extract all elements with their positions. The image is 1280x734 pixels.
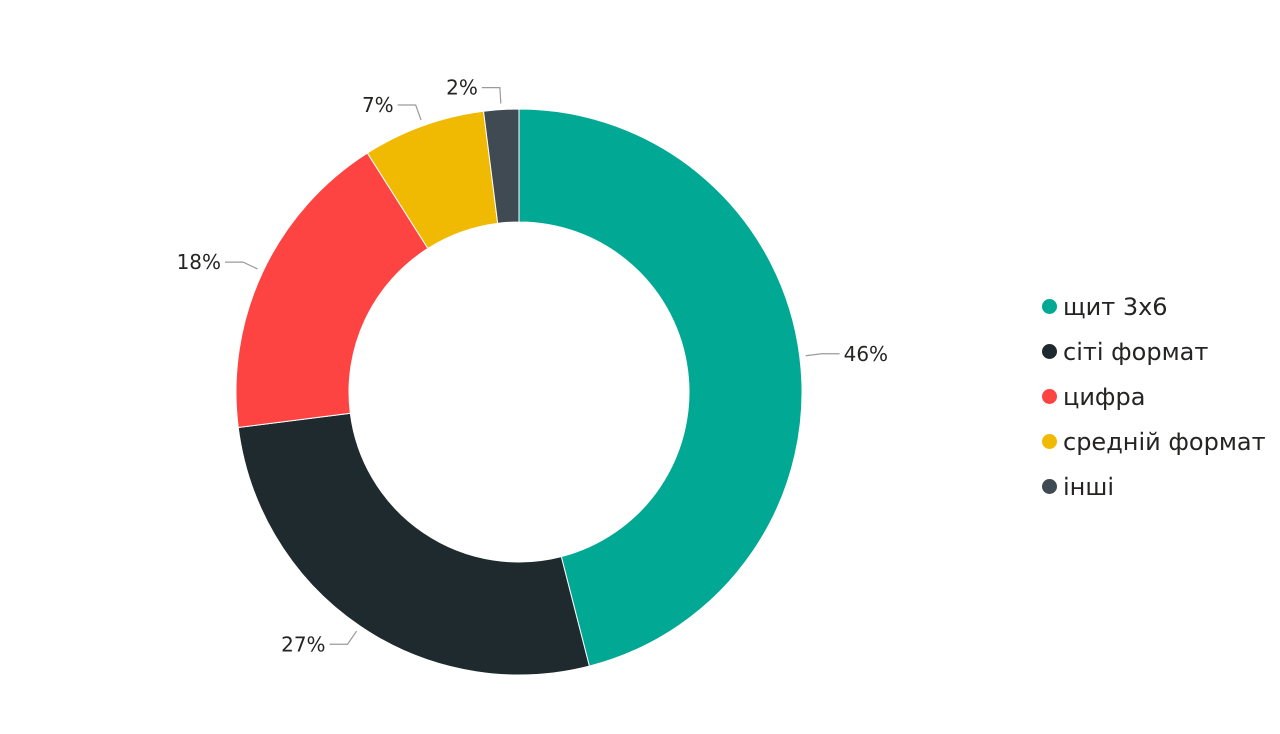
percent-label-цифра: 18% [177, 250, 221, 274]
legend-item-inshi[interactable]: інші [1042, 464, 1266, 509]
slice-інші[interactable] [482, 108, 520, 224]
slice-цифра[interactable] [235, 152, 429, 429]
legend-label-serednii-format: средній формат [1063, 427, 1266, 456]
percent-label-інші: 2% [446, 76, 478, 100]
legend-item-shchyt-3x6[interactable]: щит 3х6 [1042, 284, 1266, 329]
legend-label-shchyt-3x6: щит 3х6 [1063, 292, 1168, 321]
leader-line-средній-формат [397, 104, 422, 121]
leader-line-цифра [225, 261, 258, 270]
slice-сіті-формат[interactable] [237, 412, 590, 676]
leader-line-інші [481, 87, 502, 104]
percent-labels: 46% 27% 18% 7% 2% [177, 76, 888, 657]
legend-item-serednii-format[interactable]: средній формат [1042, 419, 1266, 464]
legend-label-inshi: інші [1063, 472, 1114, 501]
legend-swatch-tsyfra [1042, 389, 1057, 404]
donut-slices [235, 108, 803, 676]
legend-swatch-siti-format [1042, 344, 1057, 359]
leader-line-сіті-формат [329, 630, 358, 645]
legend-label-tsyfra: цифра [1063, 382, 1146, 411]
legend-item-siti-format[interactable]: сіті формат [1042, 329, 1266, 374]
legend-swatch-shchyt-3x6 [1042, 299, 1057, 314]
legend-label-siti-format: сіті формат [1063, 337, 1209, 366]
legend: щит 3х6 сіті формат цифра средній формат… [1042, 284, 1266, 509]
percent-label-сіті-формат: 27% [281, 632, 325, 656]
legend-swatch-inshi [1042, 479, 1057, 494]
legend-swatch-serednii-format [1042, 434, 1057, 449]
percent-label-средній-формат: 7% [362, 93, 394, 117]
leader-lines [225, 87, 840, 645]
leader-line-щит-3х6 [805, 353, 840, 357]
slice-щит-3х6[interactable] [518, 108, 803, 667]
percent-label-щит-3х6: 46% [844, 342, 888, 366]
legend-item-tsyfra[interactable]: цифра [1042, 374, 1266, 419]
